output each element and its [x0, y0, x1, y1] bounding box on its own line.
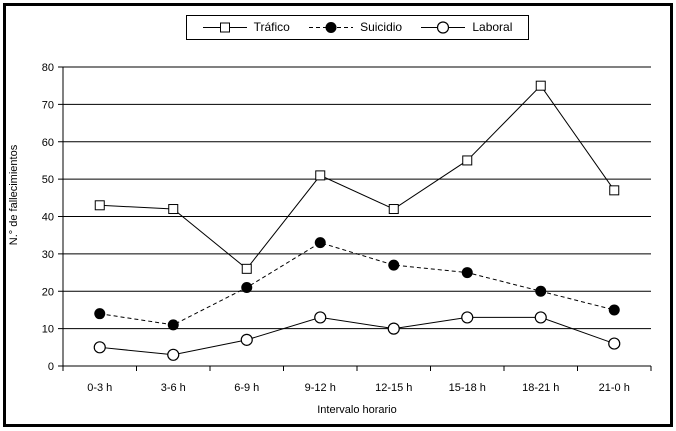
marker-0-3	[315, 170, 326, 181]
x-axis-title: Intervalo horario	[317, 404, 397, 416]
marker-2-6	[534, 311, 547, 324]
trafico-open-square-marker-icon	[202, 21, 247, 34]
marker-1-0	[94, 308, 106, 320]
y-tick-label: 10	[42, 324, 54, 336]
y-tick-label: 60	[42, 137, 54, 149]
x-tick-label: 21-0 h	[599, 382, 630, 394]
marker-1-6	[535, 285, 547, 297]
y-tick-label: 70	[42, 99, 54, 111]
legend-label-suicidio: Suicidio	[360, 20, 403, 34]
series-line-2	[99, 316, 615, 356]
series-line-1	[99, 242, 615, 326]
y-tick-label: 30	[42, 249, 54, 261]
marker-1-3	[314, 237, 326, 249]
y-axis-title: N.° de fallecimientos	[8, 144, 20, 245]
marker-0-2	[241, 263, 252, 274]
y-tick-label: 40	[42, 212, 54, 224]
x-tick-label: 9-12 h	[305, 382, 336, 394]
marker-0-4	[388, 204, 399, 215]
marker-2-1	[167, 348, 180, 361]
y-tick-label: 0	[48, 361, 54, 373]
laboral-open-circle-marker-icon	[421, 21, 466, 34]
x-tick-label: 15-18 h	[449, 382, 486, 394]
y-tick-label: 50	[42, 174, 54, 186]
x-tick-label: 0-3 h	[87, 382, 112, 394]
marker-1-2	[241, 282, 253, 294]
x-tick-label: 6-9 h	[234, 382, 259, 394]
marker-0-1	[168, 204, 179, 215]
marker-2-4	[387, 322, 400, 335]
x-tick-label: 12-15 h	[375, 382, 412, 394]
marker-1-1	[167, 319, 179, 331]
legend-label-laboral: Laboral	[472, 20, 513, 34]
marker-1-4	[388, 259, 400, 271]
legend-label-trafico: Tráfico	[253, 20, 290, 34]
marker-1-5	[461, 267, 473, 279]
legend-item-trafico: Tráfico	[202, 20, 290, 34]
legend-item-suicidio: Suicidio	[309, 21, 402, 34]
outer-border	[3, 3, 673, 427]
legend: Tráfico Suicidio Laboral	[186, 15, 529, 40]
marker-2-7	[608, 337, 621, 350]
suicidio-filled-circle-marker-icon	[309, 21, 354, 34]
x-tick-label: 18-21 h	[522, 382, 559, 394]
marker-0-0	[94, 200, 105, 211]
marker-2-5	[461, 311, 474, 324]
marker-0-7	[609, 185, 620, 196]
marker-0-5	[462, 155, 473, 166]
marker-1-7	[608, 304, 620, 316]
x-tick-label: 3-6 h	[161, 382, 186, 394]
y-tick-label: 80	[42, 62, 54, 74]
y-tick-label: 20	[42, 286, 54, 298]
marker-0-6	[535, 80, 546, 91]
series-line-0	[99, 84, 615, 270]
legend-item-laboral: Laboral	[421, 21, 512, 34]
marker-2-2	[240, 333, 253, 346]
marker-2-0	[93, 341, 106, 354]
marker-2-3	[314, 311, 327, 324]
